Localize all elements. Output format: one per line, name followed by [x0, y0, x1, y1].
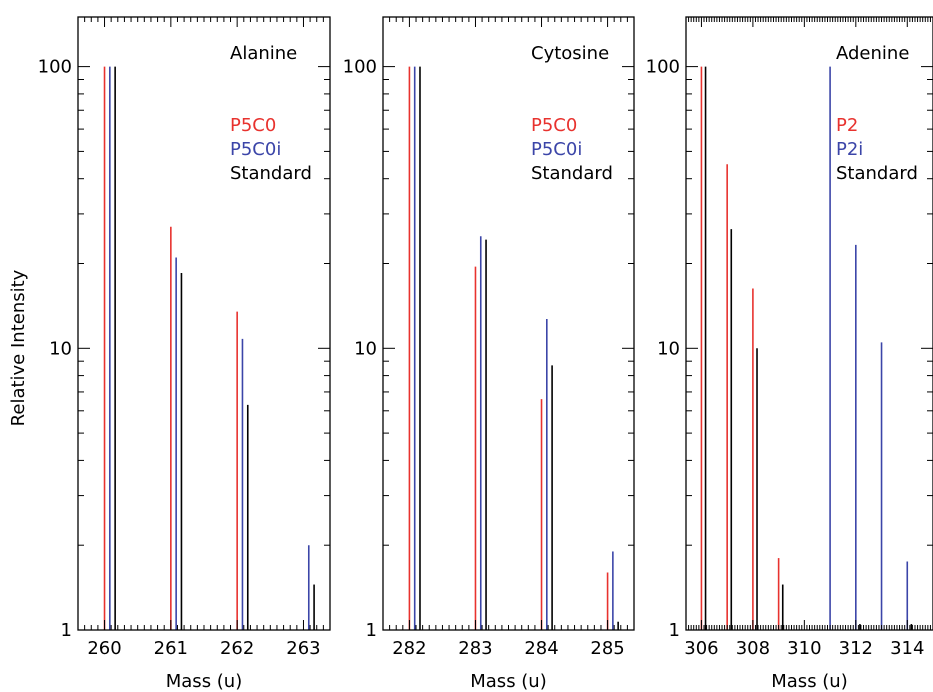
legend-entry-p5c0i: P5C0i: [531, 139, 582, 160]
y-tick-label-1: 1: [669, 620, 680, 641]
panel-title: Alanine: [230, 43, 297, 64]
legend-entry-standard: Standard: [531, 163, 613, 184]
x-tick-label-284: 284: [524, 638, 558, 659]
y-tick-label-1: 1: [366, 620, 377, 641]
x-tick-label-308: 308: [736, 638, 770, 659]
x-tick-label-262: 262: [220, 638, 254, 659]
x-tick-label-312: 312: [839, 638, 873, 659]
legend-entry-standard: Standard: [230, 163, 312, 184]
y-tick-label-10: 10: [49, 338, 72, 359]
panel-title: Cytosine: [531, 43, 609, 64]
y-axis-label: Relative Intensity: [8, 269, 29, 426]
y-tick-label-10: 10: [354, 338, 377, 359]
x-tick-label-261: 261: [154, 638, 188, 659]
x-axis-label: Mass (u): [166, 671, 243, 692]
panel-1: 260 261 262 263 1 10 100 Alanine P5C0 P5C0i Standa…: [38, 16, 331, 692]
legend-entry-standard: Standard: [836, 163, 918, 184]
legend-entry-p2i: P2i: [836, 139, 863, 160]
legend-entry-p5c0: P5C0: [531, 115, 577, 136]
x-tick-label-282: 282: [392, 638, 426, 659]
x-tick-label-283: 283: [458, 638, 492, 659]
panel-2: 282 283 284 285 1 10 100 Cytosine P5C0 P5C0i Stand…: [343, 16, 635, 692]
x-axis-label: Mass (u): [470, 671, 547, 692]
plot-frame: [685, 16, 933, 631]
x-axis-label: Mass (u): [771, 671, 848, 692]
legend-entry-p2: P2: [836, 115, 858, 136]
x-tick-label-263: 263: [286, 638, 320, 659]
x-tick-label-314: 314: [890, 638, 924, 659]
x-tick-label-260: 260: [87, 638, 121, 659]
y-tick-label-10: 10: [657, 338, 680, 359]
panel-title: Adenine: [836, 43, 909, 64]
x-tick-label-310: 310: [787, 638, 821, 659]
legend-entry-p5c0: P5C0: [230, 115, 276, 136]
y-tick-label-100: 100: [38, 57, 72, 78]
x-tick-label-306: 306: [684, 638, 718, 659]
panel-3: 306 308 310 312 314 1 10 100 Adenine P2 P2i Standar…: [646, 16, 933, 692]
legend-entry-p5c0i: P5C0i: [230, 139, 281, 160]
y-tick-label-1: 1: [61, 620, 72, 641]
y-tick-label-100: 100: [646, 57, 680, 78]
y-tick-label-100: 100: [343, 57, 377, 78]
x-tick-label-285: 285: [590, 638, 624, 659]
